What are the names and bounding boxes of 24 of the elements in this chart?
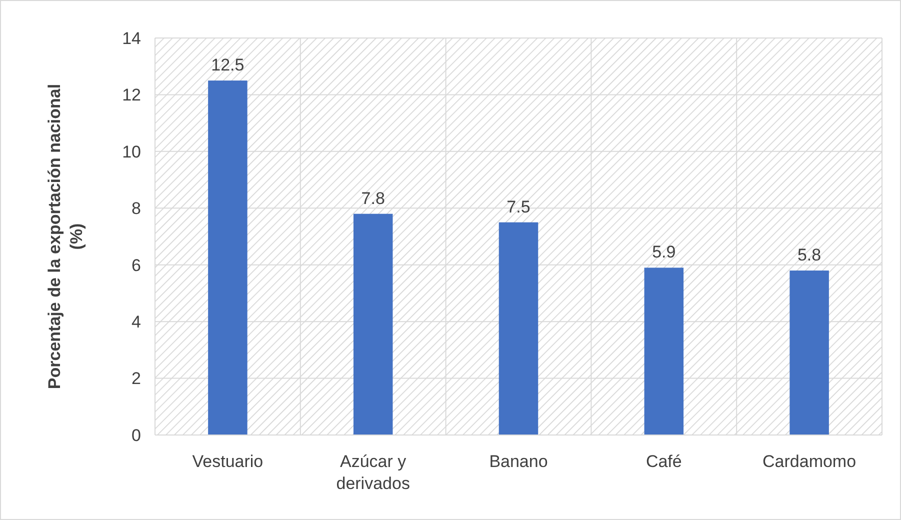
data-label: 7.5 [506,197,530,216]
data-label: 5.8 [797,246,822,265]
data-label: 7.8 [361,188,385,208]
y-tick-label: 12 [122,86,141,105]
data-label: 5.9 [652,242,676,262]
bar [644,268,684,435]
y-tick-label: 0 [132,426,141,445]
y-tick-label: 4 [132,312,141,332]
bar [498,222,538,435]
x-tick-label: Cardamomo [762,452,856,471]
bar [353,214,393,435]
bar [790,270,829,435]
y-axis-title: Porcentaje de la exportación nacional (%) [45,84,86,390]
y-tick-label: 10 [122,142,141,162]
x-tick-label: Café [646,452,682,471]
y-tick-label: 14 [122,28,141,48]
x-tick-label: Azúcar y derivados [336,452,410,493]
y-tick-label: 8 [132,199,141,218]
y-tick-label: 2 [132,369,141,388]
x-tick-label: Banano [489,452,548,471]
x-tick-label: Vestuario [192,452,264,471]
bar [208,80,248,435]
y-tick-label: 6 [132,256,141,275]
data-label: 12.5 [211,56,244,75]
